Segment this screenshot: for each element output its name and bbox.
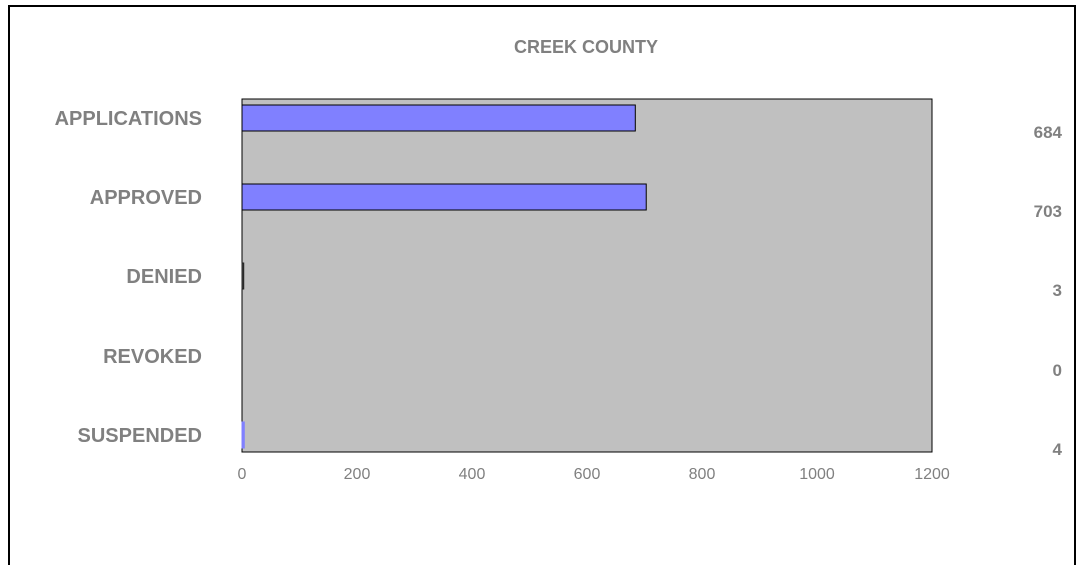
bar-approved <box>241 183 647 211</box>
value-label-suspended: 4 <box>1053 440 1063 459</box>
bar-denied <box>241 262 245 290</box>
value-label-revoked: 0 <box>1053 361 1062 380</box>
x-tick-label: 800 <box>689 466 716 483</box>
value-labels: 684 703 3 0 4 <box>1034 123 1063 459</box>
x-tick-label: 400 <box>459 466 486 483</box>
x-tick-label: 0 <box>238 466 247 483</box>
plot-area <box>241 98 933 453</box>
category-label-approved: APPROVED <box>90 187 202 209</box>
bar-suspended <box>241 421 245 449</box>
value-label-approved: 703 <box>1034 202 1062 221</box>
x-tick-label: 600 <box>574 466 601 483</box>
bars-layer <box>241 104 647 449</box>
chart-title: CREEK COUNTY <box>514 37 658 57</box>
category-label-applications: APPLICATIONS <box>55 108 202 130</box>
category-label-revoked: REVOKED <box>103 346 202 368</box>
category-labels: APPLICATIONS APPROVED DENIED REVOKED SUSPEND… <box>55 108 202 447</box>
category-label-suspended: SUSPENDED <box>78 425 202 447</box>
x-axis-ticks: 0 200 400 600 800 1000 1200 <box>238 466 950 483</box>
category-label-denied: DENIED <box>126 266 202 288</box>
value-label-applications: 684 <box>1034 123 1063 142</box>
value-label-denied: 3 <box>1053 281 1062 300</box>
bar-applications <box>241 104 636 132</box>
x-tick-label: 1200 <box>914 466 950 483</box>
bar-chart: CREEK COUNTY APPLICATIONS APPROVED DENIED R… <box>55 37 1063 483</box>
x-tick-label: 1000 <box>799 466 835 483</box>
x-tick-label: 200 <box>344 466 371 483</box>
